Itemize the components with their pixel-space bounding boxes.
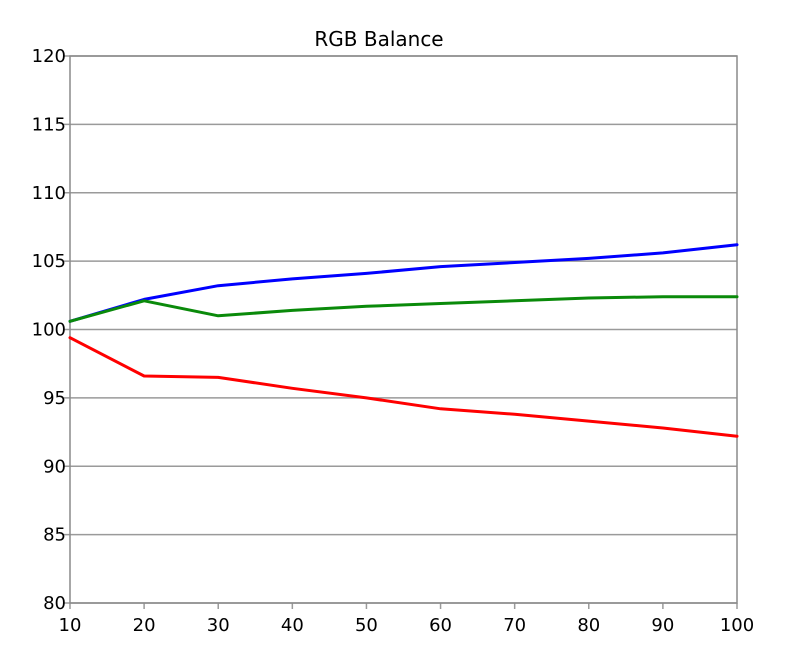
y-tick-label: 95	[43, 388, 66, 409]
x-tick-label: 50	[355, 615, 378, 636]
series-line-1	[68, 295, 739, 323]
y-tick-label: 100	[32, 320, 66, 341]
x-tick-label: 10	[59, 615, 82, 636]
x-tick-label: 40	[281, 615, 304, 636]
y-tick-label: 80	[43, 593, 66, 614]
x-tick-label: 70	[503, 615, 526, 636]
axis-layer: 80 85 90 95 100 105 110 115 120 10 20 30 40 50 60 70 80 9…	[32, 46, 755, 636]
series-layer	[68, 243, 739, 438]
x-tick-label: 60	[429, 615, 452, 636]
grid-layer	[70, 55, 737, 604]
y-tick-label: 115	[32, 114, 66, 135]
chart-title: RGB Balance	[314, 27, 443, 51]
x-tick-label: 20	[133, 615, 156, 636]
y-tick-label: 110	[32, 183, 66, 204]
x-tick-label: 100	[720, 615, 754, 636]
series-line-0	[68, 243, 739, 323]
x-tick-label: 30	[207, 615, 230, 636]
y-tick-label: 105	[32, 251, 66, 272]
x-tick-label: 80	[577, 615, 600, 636]
y-tick-label: 90	[43, 456, 66, 477]
y-tick-label: 85	[43, 525, 66, 546]
series-line-2	[68, 336, 739, 438]
x-tick-label: 90	[651, 615, 674, 636]
plot-frame	[69, 55, 738, 604]
y-tick-label: 120	[32, 46, 66, 67]
